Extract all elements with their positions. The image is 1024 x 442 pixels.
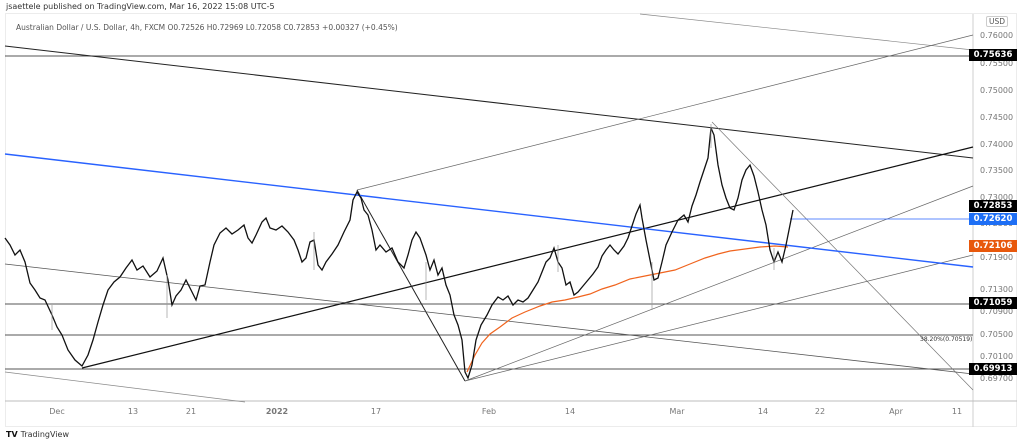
svg-text:0.75500: 0.75500 <box>980 59 1013 68</box>
svg-text:17: 17 <box>371 407 381 416</box>
svg-text:21: 21 <box>186 407 196 416</box>
fib-label: 38.20%(0.70519) <box>920 336 972 343</box>
price-tag-level-mid: 0.71059 <box>969 297 1017 309</box>
svg-text:0.74000: 0.74000 <box>980 140 1013 149</box>
svg-text:Feb: Feb <box>482 407 496 416</box>
svg-text:0.71300: 0.71300 <box>980 285 1013 294</box>
publish-info: jsaettele published on TradingView.com, … <box>6 2 275 11</box>
svg-text:0.71900: 0.71900 <box>980 253 1013 262</box>
time-axis[interactable]: Dec 13 21 2022 17 Feb 14 Mar 14 22 Apr 1… <box>49 407 962 416</box>
price-axis[interactable]: 0.76000 0.75500 0.75000 0.74500 0.74000 … <box>980 31 1013 383</box>
currency-button[interactable]: USD <box>986 16 1009 27</box>
svg-text:0.73500: 0.73500 <box>980 166 1013 175</box>
svg-text:Apr: Apr <box>889 407 904 416</box>
svg-text:0.74500: 0.74500 <box>980 113 1013 122</box>
candle-wicks <box>51 124 775 330</box>
price-tag-blue: 0.72620 <box>969 213 1017 225</box>
price-tag-level-top: 0.75636 <box>969 49 1017 61</box>
svg-text:2022: 2022 <box>266 407 288 416</box>
blue-trendline <box>4 153 974 268</box>
symbol-legend: Australian Dollar / U.S. Dollar, 4h, FXC… <box>16 23 398 32</box>
svg-text:Dec: Dec <box>49 407 64 416</box>
svg-text:0.70100: 0.70100 <box>980 352 1013 361</box>
svg-text:13: 13 <box>128 407 138 416</box>
svg-text:14: 14 <box>758 407 768 416</box>
svg-text:Mar: Mar <box>669 407 685 416</box>
price-candles <box>4 127 794 380</box>
trendlines <box>4 13 974 403</box>
svg-text:22: 22 <box>815 407 825 416</box>
svg-text:0.73000: 0.73000 <box>980 193 1013 202</box>
svg-text:14: 14 <box>565 407 575 416</box>
price-tag-ma: 0.72106 <box>969 240 1017 252</box>
price-tag-last: 0.72853 <box>969 200 1017 212</box>
svg-text:0.69700: 0.69700 <box>980 374 1013 383</box>
price-tag-level-low: 0.69913 <box>969 363 1017 375</box>
horizontal-levels <box>5 55 973 370</box>
tradingview-logo-icon: TV <box>6 430 18 439</box>
svg-text:11: 11 <box>952 407 962 416</box>
svg-text:0.75000: 0.75000 <box>980 86 1013 95</box>
svg-text:0.70900: 0.70900 <box>980 307 1013 316</box>
footer: TV TradingView <box>6 430 69 439</box>
moving-average-line <box>466 245 789 373</box>
svg-text:0.70500: 0.70500 <box>980 330 1013 339</box>
svg-text:0.76000: 0.76000 <box>980 31 1013 40</box>
brand-name: TradingView <box>20 430 69 439</box>
